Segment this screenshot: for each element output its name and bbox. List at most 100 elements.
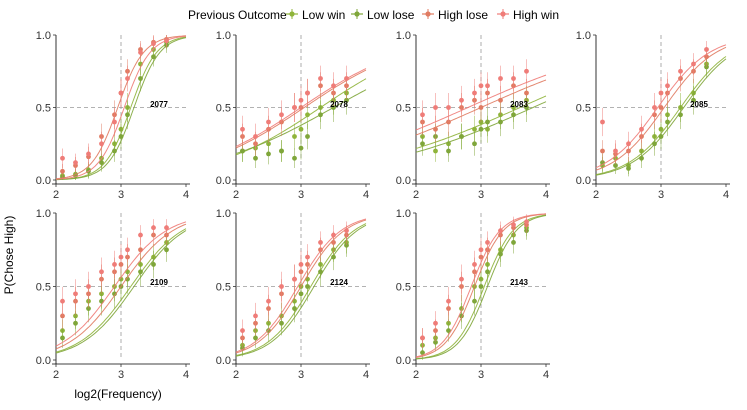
data-point xyxy=(73,160,78,166)
y-tick-label: 0.5 xyxy=(576,103,591,115)
x-tick-label: 2 xyxy=(53,369,59,381)
series-high-win xyxy=(55,219,187,347)
data-point xyxy=(305,90,310,96)
data-point xyxy=(318,269,323,275)
data-point xyxy=(99,141,104,147)
data-point xyxy=(658,105,664,110)
legend-title: Previous Outcome xyxy=(188,8,287,22)
data-point xyxy=(511,112,516,118)
data-point xyxy=(613,163,618,168)
data-point xyxy=(524,90,529,96)
data-point xyxy=(658,90,664,96)
legend-key-point xyxy=(500,11,506,17)
data-point xyxy=(511,240,516,245)
data-point xyxy=(298,291,304,297)
data-point xyxy=(485,269,490,275)
data-point xyxy=(305,134,310,139)
x-tick-label: 2 xyxy=(53,189,59,201)
data-point xyxy=(478,284,484,289)
fit-curve xyxy=(415,213,547,358)
x-tick-label: 2 xyxy=(233,369,239,381)
data-point xyxy=(652,141,657,147)
data-point xyxy=(266,119,271,125)
x-tick-label: 3 xyxy=(118,369,124,381)
fit-curve xyxy=(235,89,367,154)
data-point xyxy=(240,126,245,132)
data-point xyxy=(704,47,709,52)
data-point xyxy=(240,328,245,333)
data-point xyxy=(472,126,477,132)
data-point xyxy=(164,225,169,231)
data-point xyxy=(472,262,477,267)
legend-label: Low win xyxy=(302,8,345,22)
series-high-win xyxy=(55,35,187,180)
data-point xyxy=(511,76,516,81)
data-point xyxy=(626,141,631,147)
data-point xyxy=(99,269,104,275)
x-tick-label: 4 xyxy=(363,189,369,201)
data-point xyxy=(298,97,304,103)
data-point xyxy=(691,97,696,103)
data-point xyxy=(86,306,91,311)
x-tick-label: 2 xyxy=(413,189,419,201)
series-low-lose xyxy=(595,55,727,177)
data-point xyxy=(298,126,304,132)
data-point xyxy=(478,126,484,132)
data-point xyxy=(298,145,304,151)
data-point xyxy=(151,41,156,47)
data-point xyxy=(459,134,464,139)
legend-key-point xyxy=(354,11,360,17)
data-point xyxy=(138,50,143,55)
data-point xyxy=(305,254,310,260)
data-point xyxy=(331,254,336,260)
y-tick-label: 0.0 xyxy=(36,175,51,187)
legend-label: Low lose xyxy=(367,8,415,22)
y-tick-label: 1.0 xyxy=(36,208,51,220)
data-point xyxy=(524,68,529,74)
y-tick-label: 1.0 xyxy=(216,30,231,42)
x-tick-label: 2 xyxy=(233,189,239,201)
data-point xyxy=(678,112,683,118)
data-point xyxy=(420,350,425,356)
data-point xyxy=(318,112,323,118)
data-point xyxy=(344,242,349,248)
data-point xyxy=(639,155,644,161)
data-point xyxy=(253,155,258,161)
data-point xyxy=(112,148,117,154)
data-point xyxy=(446,148,451,154)
data-point xyxy=(639,126,644,132)
data-point xyxy=(60,313,65,319)
series-high-win xyxy=(595,41,727,169)
data-point xyxy=(331,105,336,110)
data-point xyxy=(73,320,78,326)
y-tick-label: 0.5 xyxy=(396,103,411,115)
data-point xyxy=(298,262,304,267)
x-tick-label: 3 xyxy=(478,189,484,201)
data-point xyxy=(485,83,490,89)
panel-2077: 0.0 0.5 1.0 2 3 4 2077 xyxy=(36,30,190,201)
x-tick-label: 3 xyxy=(298,369,304,381)
fit-curve xyxy=(415,215,547,360)
y-tick-label: 1.0 xyxy=(396,208,411,220)
panel-label: 2083 xyxy=(510,100,528,109)
legend-item-high-lose: High lose xyxy=(422,8,488,22)
data-point xyxy=(498,76,503,81)
x-tick-label: 3 xyxy=(478,369,484,381)
data-point xyxy=(331,83,336,89)
series-high-win xyxy=(235,65,367,150)
series-high-win xyxy=(415,59,547,131)
data-point xyxy=(86,284,91,289)
series-low-lose xyxy=(235,85,367,168)
data-point xyxy=(279,148,284,154)
data-point xyxy=(433,339,438,345)
legend: Previous Outcome Low win Low lose High los… xyxy=(188,8,559,22)
data-point xyxy=(691,61,696,67)
data-point xyxy=(524,219,529,225)
series-low-lose xyxy=(235,224,367,357)
data-point xyxy=(704,64,709,70)
data-point xyxy=(433,126,438,132)
data-point xyxy=(138,232,143,238)
legend-key-point xyxy=(425,11,431,17)
data-point xyxy=(600,119,605,125)
data-point xyxy=(420,141,425,147)
